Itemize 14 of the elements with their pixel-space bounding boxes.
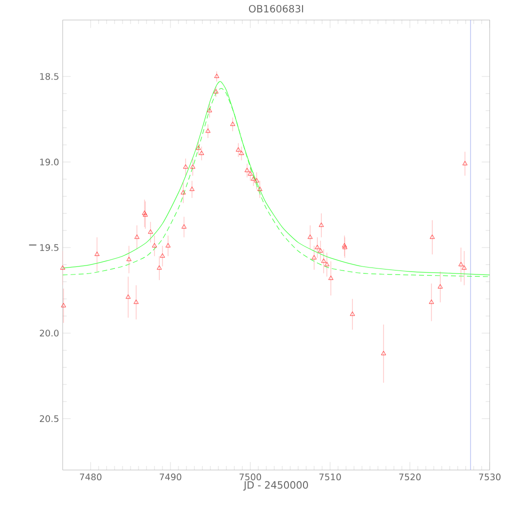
- x-tick-label: 7500: [240, 474, 262, 480]
- x-tick-label: 7520: [399, 474, 421, 480]
- chart-title: OB160683I: [248, 4, 304, 12]
- y-axis-title: I: [29, 244, 36, 246]
- y-tick-label: 19.5: [40, 244, 58, 251]
- y-tick-label: 20.0: [40, 330, 59, 337]
- y-tick-label: 18.5: [40, 73, 58, 80]
- x-axis-title: JD - 2450000: [243, 481, 308, 491]
- x-tick-label: 7510: [319, 474, 341, 480]
- y-tick-label: 20.5: [40, 415, 58, 422]
- x-tick-label: 7490: [160, 474, 182, 480]
- y-tick-label: 19.0: [40, 158, 59, 166]
- x-tick-label: 7530: [479, 474, 501, 480]
- x-tick-label: 7480: [80, 474, 102, 480]
